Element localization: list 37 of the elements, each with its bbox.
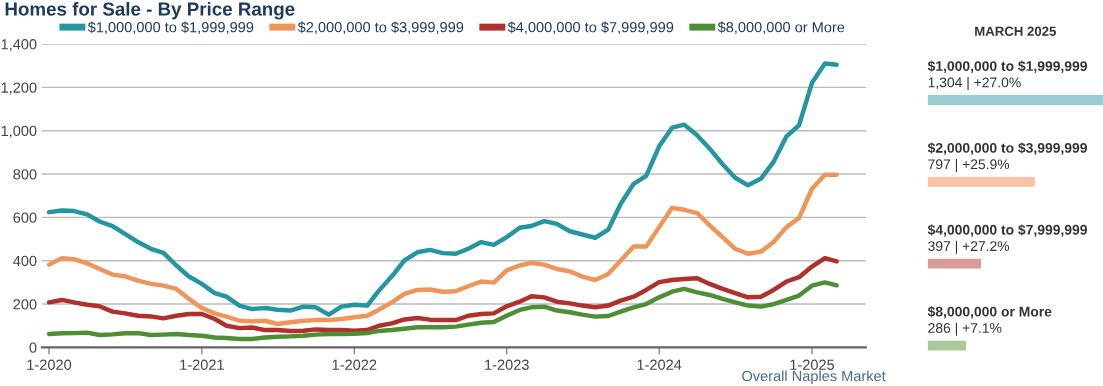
legend-label: $2,000,000 to $3,999,999 [297, 21, 464, 35]
x-tick-label: 1-2021 [180, 359, 224, 370]
y-tick-label: 600 [13, 212, 37, 223]
x-tick-label: 1-2020 [27, 359, 72, 370]
bar [927, 95, 1103, 105]
bar [927, 176, 1035, 187]
text: Overall Naples Market [742, 370, 886, 385]
x-tick-label: 1-2022 [332, 359, 377, 370]
y-tick-label: 1,200 [1, 82, 37, 95]
chart-title: MARCH 2025 [975, 26, 1057, 36]
line-series [46, 255, 839, 334]
chart-title: Homes for Sale - By Price Range [5, 1, 295, 20]
y-tick-label: $8,000,000 or More [927, 306, 1052, 319]
legend-label: $8,000,000 or More [717, 21, 845, 35]
legend-label: $4,000,000 to $7,999,999 [507, 21, 674, 35]
data-label: 1,304 | +27.0% [928, 77, 1021, 91]
data-label: 397 | +27.2% [928, 240, 1010, 254]
line-series [46, 280, 839, 342]
line-series [46, 61, 839, 317]
y-tick-label: 200 [13, 299, 37, 310]
bar [927, 340, 967, 351]
y-tick-label: 1,400 [1, 39, 37, 52]
y-tick-label: $4,000,000 to $7,999,999 [927, 224, 1087, 237]
y-tick-label: $1,000,000 to $1,999,999 [927, 60, 1087, 73]
bar [927, 258, 982, 269]
x-tick-label: 1-2025 [790, 359, 835, 370]
y-tick-label: $2,000,000 to $3,999,999 [927, 142, 1087, 155]
data-label: 286 | +7.1% [928, 322, 1002, 336]
y-tick-label: 1,000 [1, 125, 37, 138]
line-series [46, 172, 839, 327]
y-tick-label: 800 [13, 169, 37, 180]
data-label: 797 | +25.9% [928, 158, 1010, 172]
x-tick-label: 1-2023 [485, 359, 529, 370]
y-tick-label: 0 [29, 342, 37, 353]
y-tick-label: 400 [13, 255, 37, 267]
x-tick-label: 1-2024 [637, 359, 682, 370]
legend-label: $1,000,000 to $1,999,999 [87, 21, 254, 35]
